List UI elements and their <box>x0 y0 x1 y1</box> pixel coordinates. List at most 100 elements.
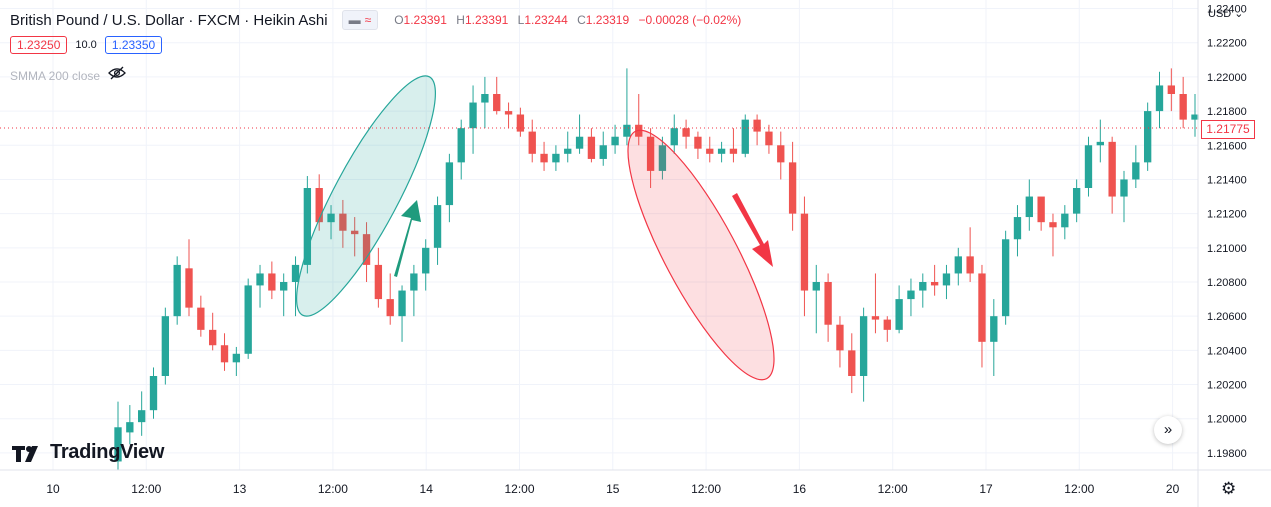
candle-body <box>197 307 205 330</box>
candle <box>978 264 986 368</box>
candle <box>493 76 501 115</box>
tradingview-logo[interactable]: TradingView <box>12 441 164 464</box>
candle <box>694 131 702 159</box>
candle <box>433 196 442 265</box>
candle-body <box>126 422 134 433</box>
candle-body <box>1179 94 1187 120</box>
candle <box>291 256 300 317</box>
close-value: 1.23319 <box>585 13 630 27</box>
y-tick-label: 1.20000 <box>1207 414 1247 426</box>
candle <box>173 256 181 325</box>
candle <box>339 199 347 248</box>
buy-button[interactable]: 1.23350 <box>104 36 163 54</box>
candle <box>1072 179 1081 223</box>
arrow-down-icon <box>732 193 773 267</box>
candle-body <box>682 128 690 137</box>
symbol-legend: British Pound / U.S. Dollar · FXCM · Hei… <box>10 10 747 30</box>
y-tick-label: 1.22400 <box>1207 4 1247 16</box>
candle-body <box>1013 217 1022 240</box>
candle-body <box>1072 188 1081 214</box>
candle-body <box>990 316 998 342</box>
candle <box>232 346 241 376</box>
candle-body <box>954 256 962 274</box>
candle-body <box>374 264 383 300</box>
candle <box>682 119 690 149</box>
candle-body <box>315 188 323 223</box>
arrow-up-icon <box>394 200 421 277</box>
candle <box>1001 230 1010 325</box>
candle <box>374 247 383 308</box>
currency-selector[interactable]: USD ⌄ <box>1208 7 1244 20</box>
candle-body <box>209 329 217 346</box>
ohlc-readout: O1.23391 H1.23391 L1.23244 C1.23319 −0.0… <box>394 13 747 27</box>
price-axis[interactable]: 1.22400 1.22200 1.22000 1.21800 1.21600 1.214… <box>1197 0 1247 507</box>
scroll-to-realtime-button[interactable]: » <box>1154 416 1182 444</box>
candle-body <box>493 94 501 112</box>
candle <box>883 316 891 342</box>
candle <box>303 176 312 274</box>
candle-body <box>256 273 264 286</box>
indicator-legend: SMMA 200 close <box>10 66 126 85</box>
x-tick-label: 20 <box>1166 482 1180 496</box>
candle-body <box>362 234 371 265</box>
currency-label: USD <box>1208 8 1232 20</box>
candle <box>907 278 915 317</box>
spread-value: 10.0 <box>75 39 97 51</box>
candle-body <box>978 273 986 342</box>
x-tick-label: 12:00 <box>504 482 534 496</box>
symbol-title[interactable]: British Pound / U.S. Dollar · FXCM · Hei… <box>10 11 328 29</box>
y-tick-label: 1.22200 <box>1207 38 1247 50</box>
candle <box>1167 68 1175 112</box>
candle-body <box>717 148 726 154</box>
candle-body <box>824 282 832 325</box>
candle-body <box>1001 239 1010 317</box>
candle-body <box>564 148 572 154</box>
last-price-label: 1.21775 <box>1201 120 1255 139</box>
x-tick-label: 12:00 <box>691 482 721 496</box>
double-chevron-right-icon: » <box>1163 421 1173 438</box>
candle-body <box>1120 179 1128 197</box>
candle <box>753 114 761 146</box>
candle-body <box>729 148 738 154</box>
x-tick-label: 14 <box>420 482 434 496</box>
legend-toggle-pill[interactable]: ▬ ≈ <box>341 10 379 30</box>
candle-body <box>942 273 951 286</box>
candle-body <box>883 319 891 330</box>
candle <box>386 273 394 325</box>
candle <box>848 333 856 394</box>
gear-icon[interactable]: ⚙ <box>1221 479 1237 498</box>
candle-body <box>919 282 927 291</box>
candle <box>315 174 323 231</box>
candle-body <box>658 145 667 171</box>
candle <box>197 295 205 337</box>
candle-body <box>907 290 915 300</box>
chevron-down-icon: ⌄ <box>1234 8 1244 20</box>
candle <box>1037 196 1045 231</box>
sell-button[interactable]: 1.23250 <box>10 36 68 54</box>
candle-body <box>528 131 536 154</box>
candle <box>244 278 252 359</box>
tradingview-logo-icon <box>12 445 38 462</box>
candle-body <box>1167 85 1175 94</box>
candle-body <box>504 111 513 115</box>
candle-body <box>185 268 193 308</box>
candle <box>942 264 951 300</box>
candle <box>422 239 430 291</box>
candle <box>1049 213 1057 257</box>
candle <box>469 85 477 154</box>
candle <box>138 391 146 436</box>
candle-body <box>1108 141 1116 197</box>
time-axis[interactable]: 10 12:00 13 12:00 14 12:00 15 12:00 16 12:00 17 12:… <box>0 469 1271 496</box>
candle-body <box>540 153 548 163</box>
indicator-label[interactable]: SMMA 200 close <box>10 68 101 83</box>
candle <box>966 227 974 282</box>
y-tick-label: 1.20600 <box>1207 311 1247 323</box>
candle <box>327 205 335 240</box>
candle-body <box>244 285 252 354</box>
candle <box>895 285 903 334</box>
candle-body <box>670 128 678 146</box>
eye-hidden-icon[interactable] <box>108 66 126 85</box>
open-value: 1.23391 <box>403 13 447 27</box>
candle-body <box>445 162 454 206</box>
